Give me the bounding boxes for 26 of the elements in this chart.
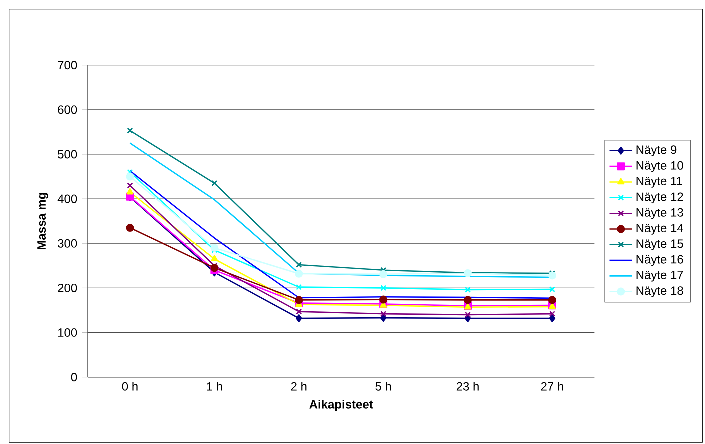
y-tick-label: 200 xyxy=(58,284,78,292)
legend-label: Näyte 18 xyxy=(636,286,684,298)
legend-label: Näyte 13 xyxy=(636,208,684,220)
legend-label: Näyte 16 xyxy=(636,255,684,266)
y-tick-label: 0 xyxy=(71,373,78,382)
legend-label: Näyte 14 xyxy=(636,224,684,235)
legend-label: Näyte 9 xyxy=(636,146,677,157)
x-tick-label: 0 h xyxy=(122,382,138,391)
legend-label: Näyte 15 xyxy=(636,240,684,250)
y-axis-title: Massa mg xyxy=(38,193,48,250)
x-tick-label: 2 h xyxy=(291,382,307,391)
x-tick-label: 5 h xyxy=(376,382,392,391)
y-tick-label: 600 xyxy=(58,106,78,114)
x-tick-label: 1 h xyxy=(207,382,222,391)
y-tick-label: 300 xyxy=(58,239,78,248)
y-tick-label: 400 xyxy=(58,194,78,204)
legend-label: Näyte 12 xyxy=(636,192,684,204)
legend-label: Näyte 11 xyxy=(636,177,682,188)
x-axis-title: Aikapisteet xyxy=(310,400,374,412)
y-tick-label: 700 xyxy=(58,61,78,70)
legend-label: Näyte 17 xyxy=(636,271,684,282)
x-tick-label: 27 h xyxy=(541,382,564,391)
y-tick-label: 100 xyxy=(58,328,78,338)
y-tick-label: 500 xyxy=(58,150,78,159)
x-tick-label: 23 h xyxy=(456,382,479,391)
legend-label: Näyte 10 xyxy=(636,161,684,172)
